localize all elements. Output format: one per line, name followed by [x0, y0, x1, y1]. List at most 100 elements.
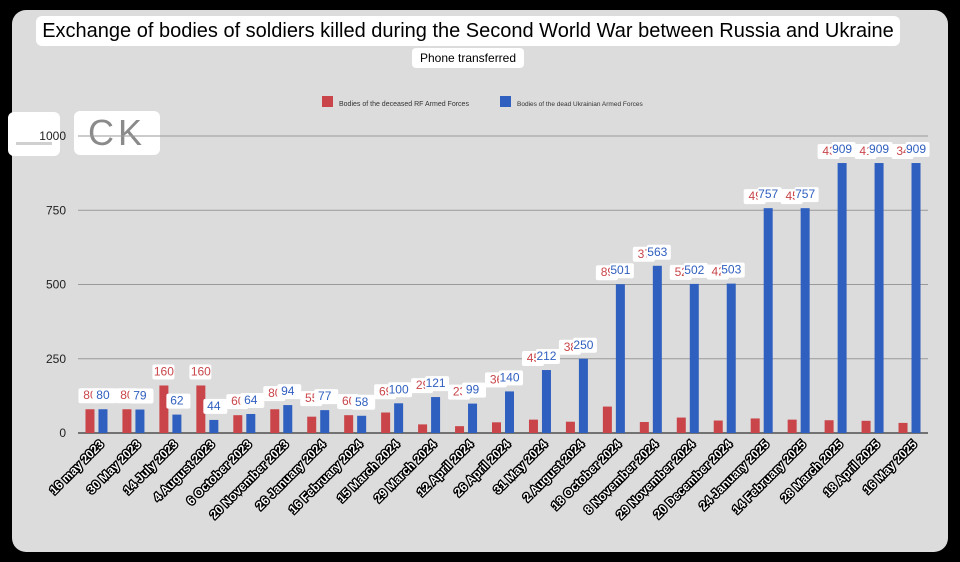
- bar-ua: [431, 397, 441, 433]
- value-label-ua: 80: [96, 388, 110, 402]
- bar-ru: [196, 385, 206, 433]
- value-label-ua: 757: [758, 187, 778, 201]
- value-label-bg-ru: [189, 364, 212, 380]
- bar-ru: [750, 418, 760, 433]
- bar-ua: [726, 283, 736, 433]
- value-label-ua: 909: [869, 142, 889, 156]
- bar-ru: [898, 422, 908, 433]
- value-label-ua: 212: [536, 349, 556, 363]
- bar-ua: [874, 163, 884, 434]
- value-label-bg-ua: [720, 262, 745, 278]
- value-label-bg-ua: [314, 389, 339, 405]
- value-label-bg-ua: [203, 398, 228, 414]
- bar-ru: [565, 421, 575, 433]
- value-label-ua: 58: [355, 395, 369, 409]
- value-label-ua: 909: [832, 142, 852, 156]
- bar-ru: [824, 420, 834, 433]
- bar-ua: [837, 163, 847, 434]
- bar-ua: [615, 284, 625, 433]
- bar-ru: [85, 409, 95, 433]
- category-label: 6 October 2023: [184, 437, 255, 508]
- chart-title: Exchange of bodies of soldiers killed du…: [36, 16, 900, 46]
- bar-ru: [159, 385, 169, 433]
- chart-subtitle: Phone transferred: [412, 48, 524, 68]
- y-tick-label: 1000: [39, 129, 66, 143]
- legend-swatch-ua: [500, 96, 511, 107]
- value-label-ru: 160: [191, 364, 211, 378]
- bar-ru: [344, 415, 354, 433]
- bar-ua: [541, 370, 551, 433]
- value-label-ua: 501: [610, 263, 630, 277]
- value-label-bg-ua: [868, 142, 893, 158]
- value-label-ua: 64: [244, 393, 258, 407]
- bar-ua: [505, 391, 514, 433]
- y-tick-label: 250: [46, 352, 66, 366]
- value-label-bg-ua: [905, 142, 930, 158]
- value-label-bg-ua: [683, 262, 708, 278]
- bar-ua: [763, 208, 773, 433]
- bar-ua: [357, 415, 367, 433]
- bar-ua: [135, 409, 145, 433]
- value-label-bg-ua: [351, 394, 376, 410]
- bar-ru: [122, 409, 132, 433]
- bar-ru: [455, 426, 465, 433]
- legend-label-ru: Bodies of the deceased RF Armed Forces: [339, 101, 469, 108]
- value-label-bg-ua: [462, 382, 487, 398]
- bar-ru: [639, 422, 649, 433]
- value-label-ua: 502: [684, 263, 704, 277]
- value-label-bg-ua: [794, 187, 819, 203]
- value-label-ua: 563: [647, 245, 667, 259]
- bar-ua: [320, 410, 330, 433]
- value-label-ua: 757: [795, 187, 815, 201]
- value-label-bg-ua: [757, 187, 782, 203]
- value-label-bg-ua: [831, 142, 856, 158]
- bar-ua: [98, 409, 108, 433]
- value-label-bg-ua: [166, 393, 191, 409]
- bar-ua: [911, 163, 921, 434]
- bar-ua: [689, 283, 699, 433]
- bar-ua: [283, 405, 293, 433]
- bar-ru: [492, 422, 501, 433]
- legend-label-ua: Bodies of the dead Ukrainian Armed Force…: [517, 101, 643, 108]
- value-label-ua: 79: [133, 389, 147, 403]
- watermark-logo: CK: [74, 111, 160, 155]
- bar-ru: [307, 416, 317, 433]
- value-label-bg-ua: [535, 349, 560, 365]
- bar-ru: [676, 417, 686, 433]
- value-label-ua: 140: [499, 370, 519, 384]
- y-tick-label: 750: [46, 203, 66, 217]
- bar-ua: [394, 403, 404, 433]
- value-label-ua: 99: [466, 383, 480, 397]
- value-label-ua: 503: [721, 263, 741, 277]
- value-label-bg-ru: [152, 364, 175, 380]
- bar-ru: [713, 420, 723, 433]
- value-label-ua: 909: [906, 142, 926, 156]
- value-label-ua: 121: [426, 376, 446, 390]
- y-tick-label: 0: [59, 426, 66, 440]
- bar-ua: [800, 208, 810, 433]
- legend-swatch-ru: [322, 96, 333, 107]
- watermark-logo-left: [8, 112, 60, 156]
- value-label-bg-ua: [499, 370, 523, 386]
- value-label-bg-ua: [646, 244, 671, 260]
- bar-ru: [861, 420, 871, 433]
- bar-ua: [468, 403, 478, 433]
- value-label-bg-ua: [277, 384, 302, 400]
- bar-ru: [528, 419, 538, 433]
- value-label-bg-ua: [129, 388, 154, 404]
- value-label-bg-ua: [240, 392, 265, 408]
- y-tick-label: 500: [46, 278, 66, 292]
- bar-ru: [270, 409, 280, 433]
- value-label-bg-ua: [609, 263, 634, 279]
- bar-ru: [602, 406, 612, 433]
- bar-ua: [172, 414, 182, 433]
- bar-ua: [246, 413, 256, 433]
- value-label-ua: 94: [281, 384, 295, 398]
- bar-ua: [578, 358, 588, 433]
- bar-ru: [418, 424, 428, 433]
- value-label-bg-ua: [425, 376, 450, 392]
- value-label-ua: 250: [573, 338, 593, 352]
- bar-ua: [652, 265, 662, 433]
